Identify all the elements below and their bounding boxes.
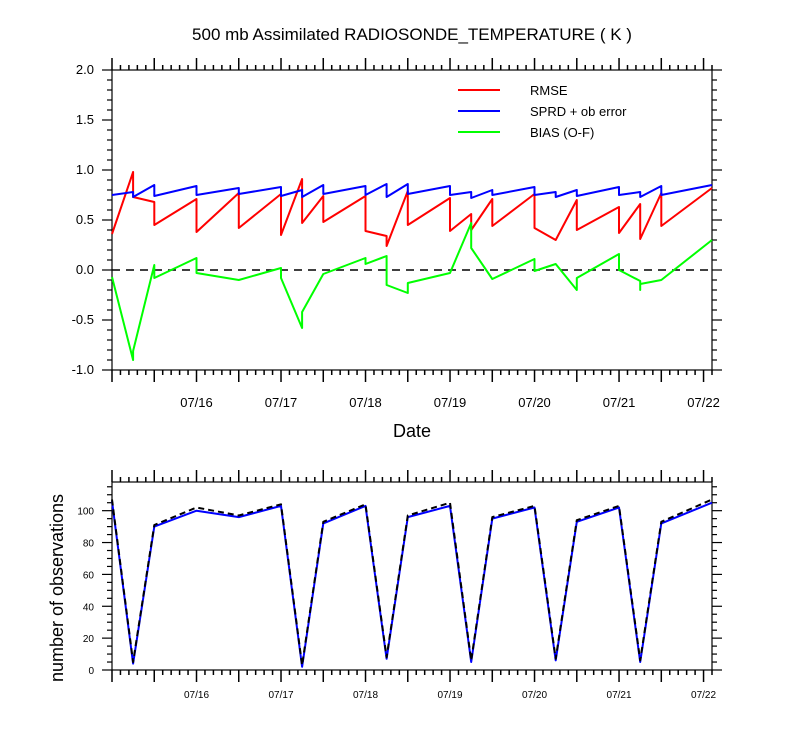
bottom-y-tick-label: 0 bbox=[88, 666, 94, 677]
top-y-tick-label: 0.5 bbox=[76, 212, 94, 227]
legend-label: SPRD + ob error bbox=[530, 104, 627, 119]
top-series-line-1 bbox=[111, 183, 713, 199]
top-y-tick-label: 1.0 bbox=[76, 162, 94, 177]
legend-label: BIAS (O-F) bbox=[530, 125, 594, 140]
top-x-tick-label: 07/21 bbox=[603, 395, 636, 410]
bottom-y-tick-label: 40 bbox=[83, 602, 95, 613]
bottom-x-tick-label: 07/19 bbox=[438, 690, 463, 701]
top-y-tick-label: 0.0 bbox=[76, 262, 94, 277]
bottom-x-tick-label: 07/17 bbox=[268, 690, 293, 701]
chart-title: 500 mb Assimilated RADIOSONDE_TEMPERATUR… bbox=[192, 25, 632, 44]
legend: RMSE SPRD + ob error BIAS (O-F) bbox=[458, 83, 627, 140]
bottom-y-tick-label: 100 bbox=[77, 507, 94, 518]
legend-label: RMSE bbox=[530, 83, 568, 98]
bottom-y-axis-title: number of observations bbox=[47, 494, 67, 682]
top-y-tick-label: -0.5 bbox=[72, 312, 94, 327]
bottom-x-tick-label: 07/16 bbox=[184, 690, 209, 701]
top-x-tick-label: 07/18 bbox=[349, 395, 382, 410]
top-x-tick-label: 07/16 bbox=[180, 395, 213, 410]
bottom-x-tick-label: 07/20 bbox=[522, 690, 547, 701]
top-x-tick-label: 07/17 bbox=[265, 395, 298, 410]
top-x-tick-label: 07/20 bbox=[518, 395, 551, 410]
bottom-y-tick-label: 60 bbox=[83, 570, 95, 581]
bottom-x-tick-label: 07/18 bbox=[353, 690, 378, 701]
top-chart: 07/16 07/17 07/18 07/19 07/20 07/21 07/22 -1.0 -… bbox=[72, 58, 722, 410]
top-y-tick-label: -1.0 bbox=[72, 362, 94, 377]
bottom-chart: 07/16 07/17 07/18 07/19 07/20 07/21 07/22 0 20 40… bbox=[77, 470, 722, 701]
bottom-plot-frame bbox=[111, 481, 713, 671]
bottom-y-tick-label: 80 bbox=[83, 539, 95, 550]
bottom-x-tick-label: 07/22 bbox=[691, 690, 716, 701]
bottom-y-tick-label: 20 bbox=[83, 634, 95, 645]
top-y-tick-label: 2.0 bbox=[76, 62, 94, 77]
bottom-x-tick-label: 07/21 bbox=[607, 690, 632, 701]
top-series-line-2 bbox=[111, 222, 713, 361]
top-x-tick-label: 07/22 bbox=[687, 395, 720, 410]
top-series-line-0 bbox=[111, 171, 713, 247]
top-y-tick-label: 1.5 bbox=[76, 112, 94, 127]
top-x-tick-label: 07/19 bbox=[434, 395, 467, 410]
bottom-series-line-1 bbox=[111, 498, 713, 667]
top-x-axis-title: Date bbox=[393, 421, 431, 441]
bottom-series-line-0 bbox=[111, 500, 713, 668]
